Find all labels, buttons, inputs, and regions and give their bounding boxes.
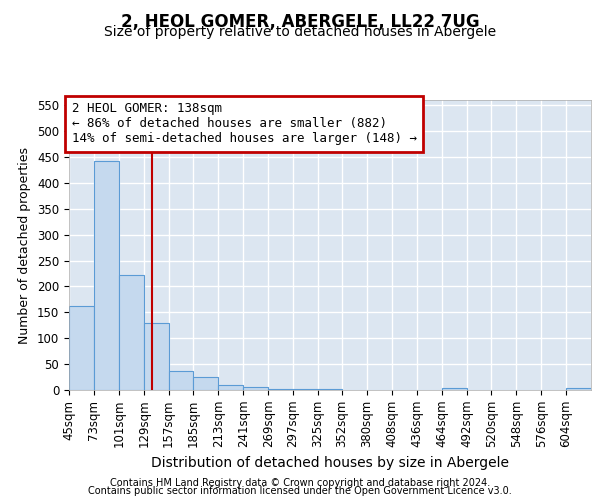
Text: Size of property relative to detached houses in Abergele: Size of property relative to detached ho… bbox=[104, 25, 496, 39]
Text: Contains public sector information licensed under the Open Government Licence v3: Contains public sector information licen… bbox=[88, 486, 512, 496]
X-axis label: Distribution of detached houses by size in Abergele: Distribution of detached houses by size … bbox=[151, 456, 509, 469]
Text: Contains HM Land Registry data © Crown copyright and database right 2024.: Contains HM Land Registry data © Crown c… bbox=[110, 478, 490, 488]
Bar bbox=[119, 275, 143, 390]
Bar bbox=[69, 306, 94, 390]
Y-axis label: Number of detached properties: Number of detached properties bbox=[19, 146, 31, 344]
Bar bbox=[566, 388, 591, 390]
Bar bbox=[218, 385, 243, 390]
Bar bbox=[268, 389, 293, 390]
Bar bbox=[193, 377, 218, 390]
Text: 2, HEOL GOMER, ABERGELE, LL22 7UG: 2, HEOL GOMER, ABERGELE, LL22 7UG bbox=[121, 12, 479, 30]
Text: 2 HEOL GOMER: 138sqm
← 86% of detached houses are smaller (882)
14% of semi-deta: 2 HEOL GOMER: 138sqm ← 86% of detached h… bbox=[71, 102, 416, 146]
Bar bbox=[94, 160, 119, 390]
Bar bbox=[243, 388, 268, 390]
Bar bbox=[143, 322, 169, 390]
Bar bbox=[442, 388, 467, 390]
Bar bbox=[169, 372, 193, 390]
